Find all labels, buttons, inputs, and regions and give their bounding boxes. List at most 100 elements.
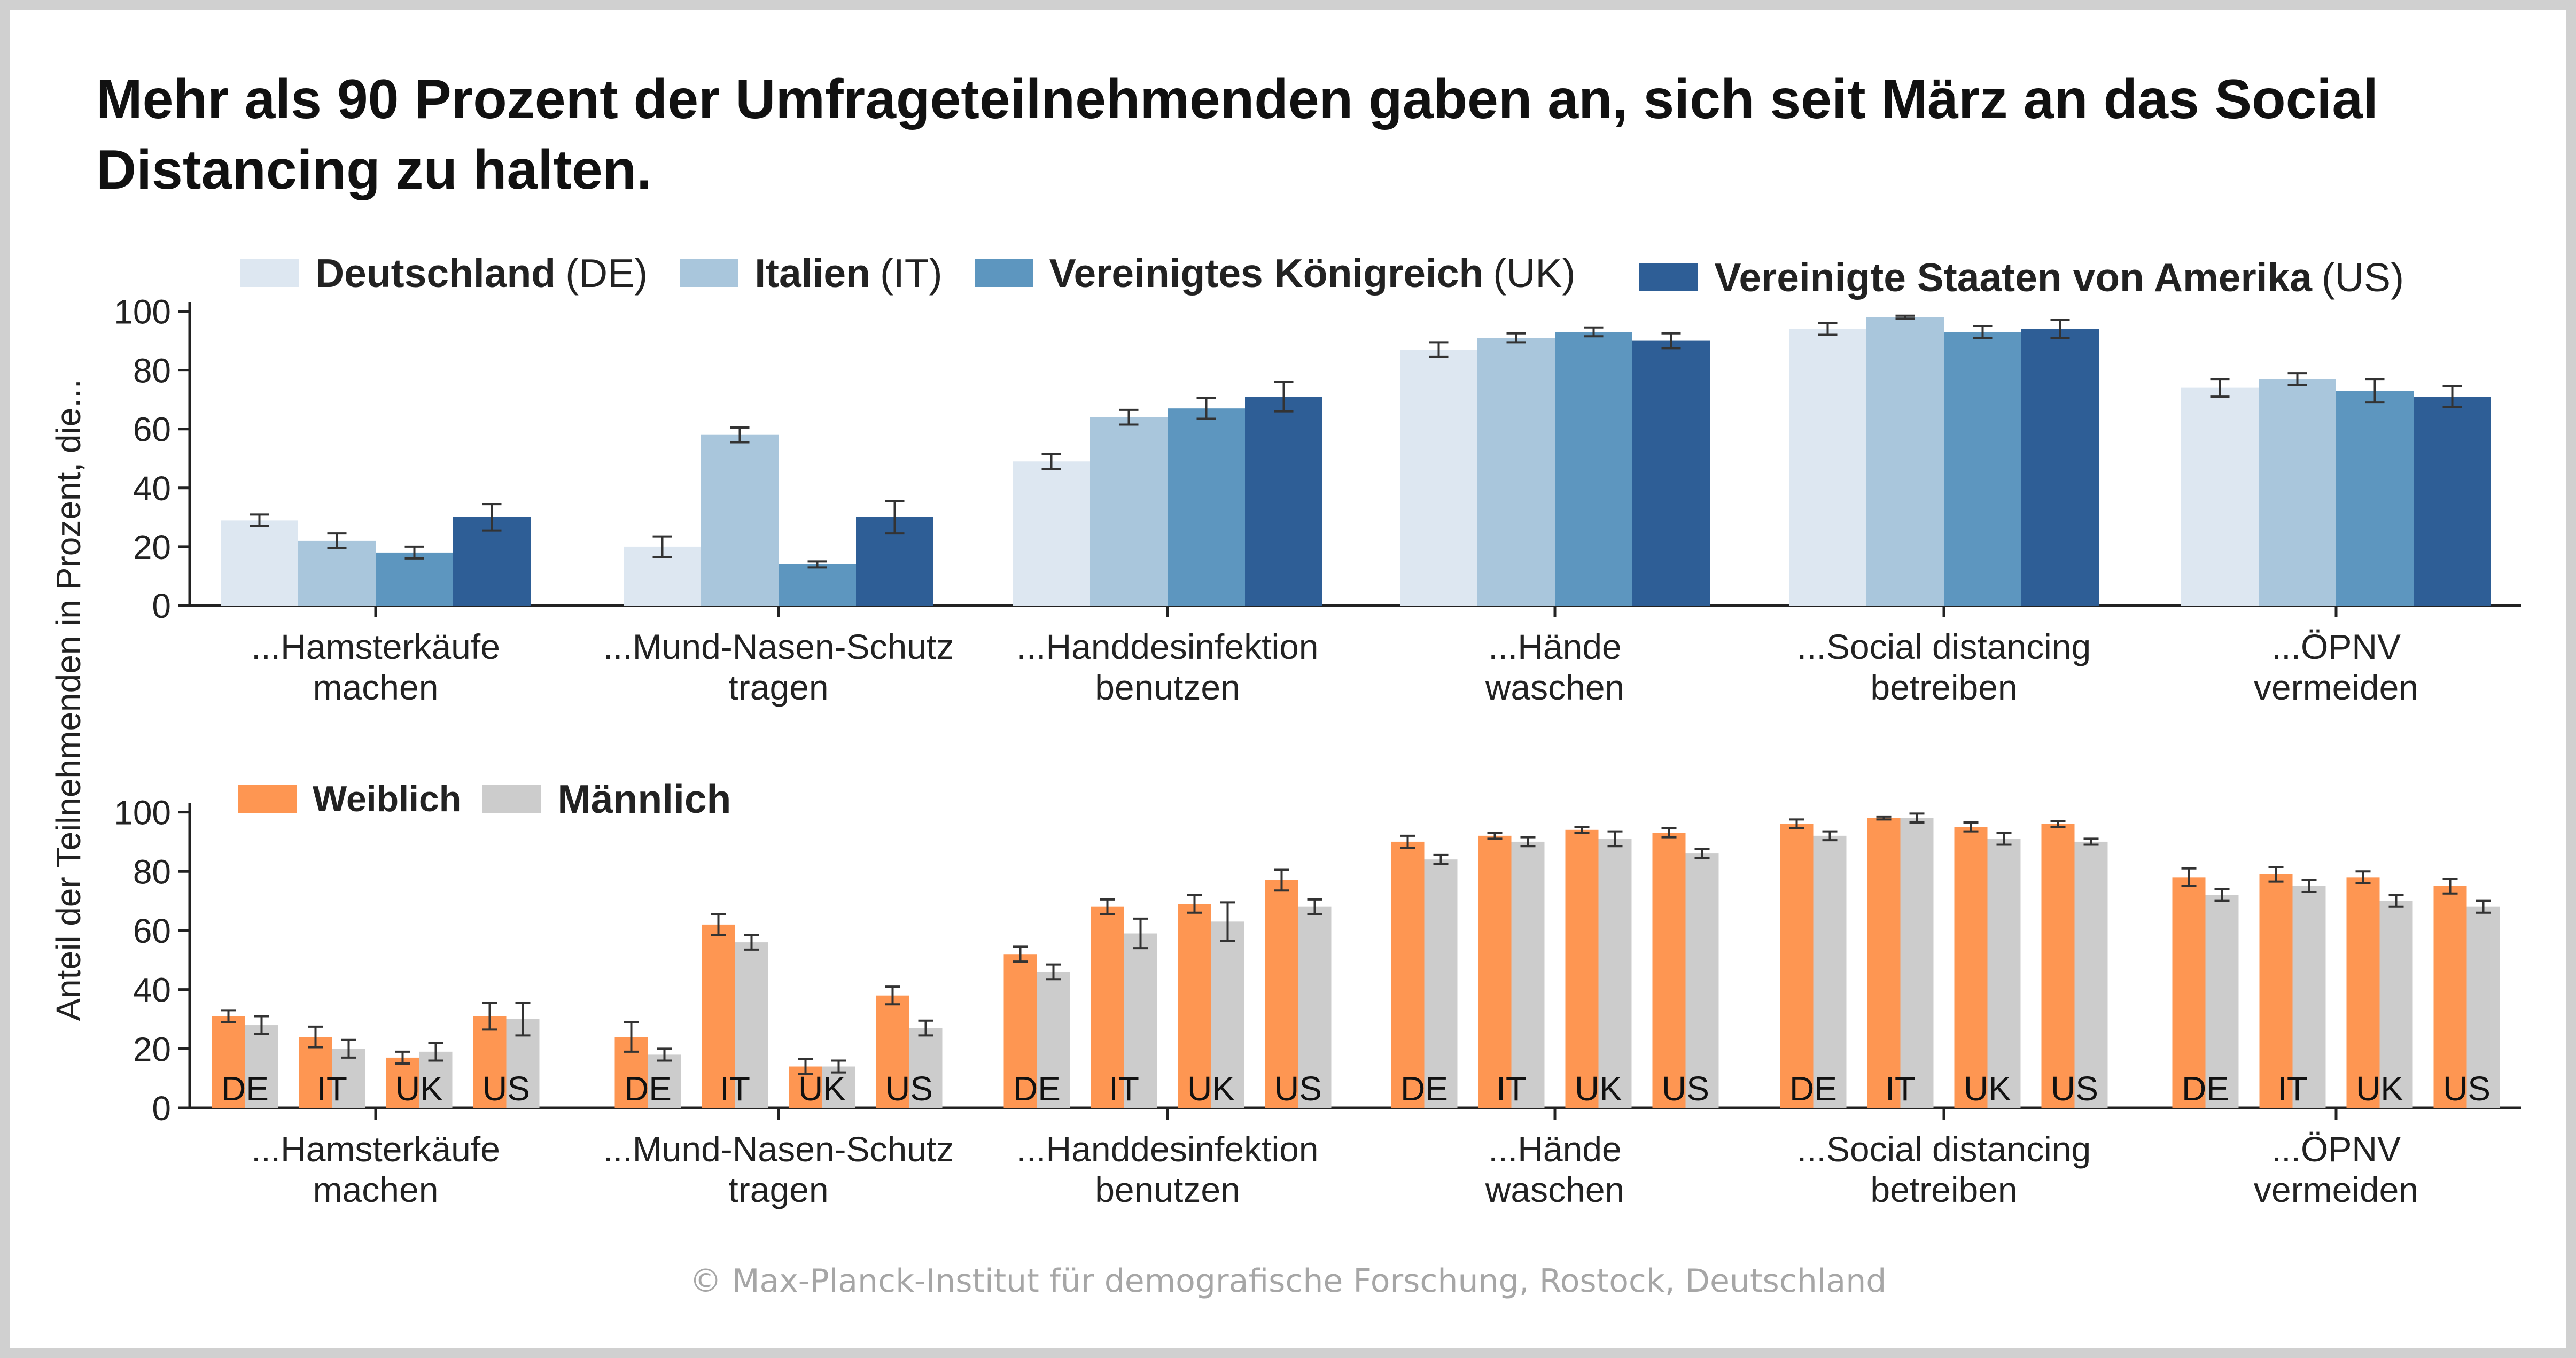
legend-swatch	[1639, 263, 1699, 291]
country-code-label: US	[885, 1069, 933, 1108]
legend-swatch	[680, 259, 739, 287]
country-code-label: IT	[1109, 1069, 1139, 1108]
bar-de	[1789, 329, 1866, 606]
country-code-label: US	[1274, 1069, 1322, 1108]
x-category-label: ...Handdesinfektion benutzen	[1016, 627, 1318, 707]
bar-male	[1813, 835, 1847, 1108]
bar-male	[909, 1028, 943, 1108]
bar-male	[245, 1025, 278, 1108]
bar-it	[2259, 379, 2336, 606]
x-category-label: ...Handdesinfektion benutzen	[1016, 1129, 1318, 1209]
country-code-label: DE	[1789, 1069, 1837, 1108]
country-code-label: IT	[1496, 1069, 1527, 1108]
bar-uk	[1168, 408, 1245, 606]
country-code-label: UK	[798, 1069, 846, 1108]
bar-female	[1565, 829, 1599, 1108]
bar-female	[702, 924, 735, 1108]
bar-female	[1003, 954, 1037, 1108]
x-category-label: ...Hände waschen	[1485, 1129, 1625, 1209]
x-category-label: ...Mund-Nasen-Schutz tragen	[603, 627, 954, 707]
country-code-label: IT	[720, 1069, 750, 1108]
country-code-label: UK	[1575, 1069, 1622, 1108]
bar-female	[2172, 877, 2206, 1108]
bar-it	[1090, 417, 1168, 606]
bar-it	[298, 540, 376, 606]
country-code-label: UK	[2356, 1069, 2403, 1108]
bar-male	[648, 1054, 681, 1108]
bar-us	[1245, 397, 1322, 606]
bar-female	[2041, 824, 2075, 1108]
bar-us	[2414, 397, 2491, 606]
legend-label: Italien	[754, 251, 870, 296]
bar-female	[1652, 833, 1686, 1108]
bar-male	[1598, 839, 1632, 1108]
bar-female	[1954, 827, 1988, 1108]
legend-code: (UK)	[1493, 251, 1576, 296]
y-tick-label: 20	[133, 528, 171, 567]
country-code-label: UK	[395, 1069, 443, 1108]
y-tick-label: 80	[133, 352, 171, 390]
bar-uk	[779, 564, 856, 606]
bar-male	[1298, 906, 1332, 1108]
y-tick-label: 0	[152, 1089, 171, 1128]
country-code-label: IT	[1885, 1069, 1916, 1108]
x-category-label: ...Social distancing betreiben	[1797, 627, 2091, 707]
bar-de	[1013, 461, 1090, 606]
country-code-label: DE	[221, 1069, 269, 1108]
bar-uk	[376, 552, 453, 606]
bar-de	[2181, 387, 2259, 606]
legend-swatch	[482, 785, 542, 813]
bar-female	[386, 1057, 419, 1108]
bar-uk	[1555, 332, 1632, 606]
y-tick-label: 40	[133, 469, 171, 508]
bar-male	[1037, 972, 1070, 1108]
legend-label: Deutschland	[315, 251, 556, 296]
x-category-label: ...ÖPNV vermeiden	[2254, 1129, 2418, 1209]
legend-swatch	[240, 259, 299, 287]
country-code-label: DE	[1013, 1069, 1061, 1108]
country-code-label: US	[482, 1069, 530, 1108]
bar-it	[1866, 317, 1944, 606]
bar-female	[1178, 904, 1211, 1108]
bar-female	[1780, 824, 1814, 1108]
bar-female	[473, 1016, 507, 1108]
legend-item: Italien (IT)	[680, 250, 943, 296]
bar-it	[1477, 338, 1555, 606]
x-category-label: ...Hamsterkäufe machen	[251, 627, 500, 707]
legend-code: (IT)	[880, 251, 943, 296]
bar-male	[2205, 895, 2239, 1108]
country-code-label: UK	[1964, 1069, 2011, 1108]
country-code-label: DE	[624, 1069, 672, 1108]
bar-male	[1211, 921, 1244, 1108]
y-axis-label: Anteil der Teilnehmenden in Prozent, die…	[49, 379, 88, 1021]
x-category-label: ...ÖPNV vermeiden	[2254, 627, 2418, 707]
legend-label: Weiblich	[313, 779, 462, 819]
y-tick-label: 20	[133, 1030, 171, 1068]
y-tick-label: 60	[133, 912, 171, 950]
legend-swatch	[238, 785, 297, 813]
country-code-label: DE	[2182, 1069, 2229, 1108]
y-tick-label: 40	[133, 971, 171, 1010]
legend-item: Vereinigtes Königreich (UK)	[974, 250, 1576, 296]
bar-male	[2074, 841, 2108, 1108]
bar-de	[1400, 350, 1477, 606]
y-tick-label: 80	[133, 852, 171, 891]
bar-us	[1632, 340, 1710, 606]
country-code-label: US	[2443, 1069, 2491, 1108]
bar-uk	[2336, 391, 2414, 606]
bar-female	[1265, 880, 1298, 1108]
legend-label: Vereinigtes Königreich	[1049, 251, 1484, 296]
country-code-label: UK	[1187, 1069, 1235, 1108]
legend-item: Weiblich	[238, 778, 461, 820]
bar-male	[1424, 859, 1458, 1108]
legend-item: Vereinigte Staaten von Amerika (US)	[1639, 254, 2404, 300]
bar-female	[299, 1037, 332, 1108]
y-tick-label: 100	[114, 293, 171, 331]
country-legend: Deutschland (DE) Italien (IT) Vereinigtes Kö…	[240, 250, 2404, 300]
country-code-label: IT	[2277, 1069, 2308, 1108]
bar-us	[453, 517, 531, 606]
y-tick-label: 100	[114, 794, 171, 832]
bar-male	[2466, 906, 2500, 1108]
legend-label: Männlich	[557, 777, 731, 821]
